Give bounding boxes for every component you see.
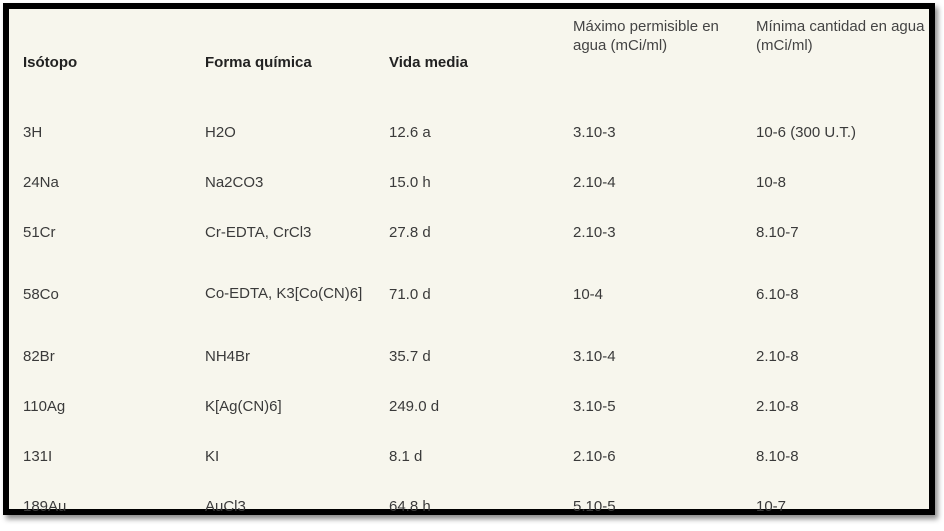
cell-chemical-form: KI	[205, 447, 220, 465]
cell-max-permissible: 5.10-5	[573, 497, 616, 515]
cell-half-life: 249.0 d	[389, 397, 440, 415]
cell-isotope: 110Ag	[23, 397, 66, 415]
table-row: 82Br NH4Br 35.7 d 3.10-4 2.10-8	[9, 331, 929, 381]
table-row: 51Cr Cr-EDTA, CrCl3 27.8 d 2.10-3 8.10-7	[9, 207, 929, 257]
table-row: 131I KI 8.1 d 2.10-6 8.10-8	[9, 431, 929, 481]
cell-min-quantity: 10-7	[756, 497, 787, 515]
cell-half-life: 8.1 d	[389, 447, 423, 465]
cell-min-quantity: 8.10-8	[756, 447, 799, 465]
table-row: 24Na Na2CO3 15.0 h 2.10-4 10-8	[9, 157, 929, 207]
cell-half-life: 71.0 d	[389, 285, 431, 303]
table-row: 110Ag K[Ag(CN)6] 249.0 d 3.10-5 2.10-8	[9, 381, 929, 431]
table-row: 3H H2O 12.6 a 3.10-3 10-6 (300 U.T.)	[9, 107, 929, 157]
table-frame: Isótopo Forma química Vida media Máximo …	[3, 3, 935, 515]
table-panel: Isótopo Forma química Vida media Máximo …	[9, 9, 929, 515]
cell-max-permissible: 3.10-4	[573, 347, 616, 365]
cell-chemical-form: AuCl3	[205, 497, 246, 515]
cell-chemical-form: H2O	[205, 123, 236, 141]
cell-max-permissible: 3.10-3	[573, 123, 616, 141]
cell-max-permissible: 2.10-3	[573, 223, 616, 241]
cell-min-quantity: 10-8	[756, 173, 787, 191]
cell-max-permissible: 3.10-5	[573, 397, 616, 415]
header-isotope: Isótopo	[23, 53, 78, 71]
cell-isotope: 51Cr	[23, 223, 56, 241]
header-min-quantity: Mínima cantidad en agua (mCi/ml)	[756, 18, 925, 54]
header-row: Isótopo Forma química Vida media Máximo …	[9, 9, 929, 107]
cell-half-life: 15.0 h	[389, 173, 431, 191]
cell-chemical-form: Cr-EDTA, CrCl3	[205, 223, 312, 241]
cell-chemical-form: K[Ag(CN)6]	[205, 397, 282, 415]
cell-half-life: 27.8 d	[389, 223, 431, 241]
cell-half-life: 35.7 d	[389, 347, 431, 365]
cell-isotope: 24Na	[23, 173, 59, 191]
cell-chemical-form: Na2CO3	[205, 173, 264, 191]
cell-min-quantity: 2.10-8	[756, 347, 799, 365]
cell-max-permissible: 2.10-4	[573, 173, 616, 191]
cell-min-quantity: 10-6 (300 U.T.)	[756, 123, 857, 141]
cell-max-permissible: 2.10-6	[573, 447, 616, 465]
cell-isotope: 3H	[23, 123, 43, 141]
header-max-permissible: Máximo permisible en agua (mCi/ml)	[573, 18, 719, 54]
table-row: 189Au AuCl3 64.8 h 5.10-5 10-7	[9, 481, 929, 531]
isotope-table: Isótopo Forma química Vida media Máximo …	[9, 9, 929, 531]
cell-isotope: 82Br	[23, 347, 55, 365]
cell-chemical-form: NH4Br	[205, 347, 251, 365]
cell-half-life: 64.8 h	[389, 497, 431, 515]
cell-chemical-form: Co-EDTA, K3[Co(CN)6]	[205, 285, 363, 302]
cell-max-permissible: 10-4	[573, 285, 604, 303]
cell-isotope: 131I	[23, 447, 53, 465]
cell-isotope: 58Co	[23, 285, 59, 303]
cell-min-quantity: 8.10-7	[756, 223, 799, 241]
cell-half-life: 12.6 a	[389, 123, 431, 141]
cell-isotope: 189Au	[23, 497, 67, 515]
table-row: 58Co Co-EDTA, K3[Co(CN)6] 71.0 d 10-4 6.…	[9, 257, 929, 331]
cell-min-quantity: 6.10-8	[756, 285, 799, 303]
header-half-life: Vida media	[389, 53, 468, 71]
header-chemical-form: Forma química	[205, 53, 312, 71]
cell-min-quantity: 2.10-8	[756, 397, 799, 415]
